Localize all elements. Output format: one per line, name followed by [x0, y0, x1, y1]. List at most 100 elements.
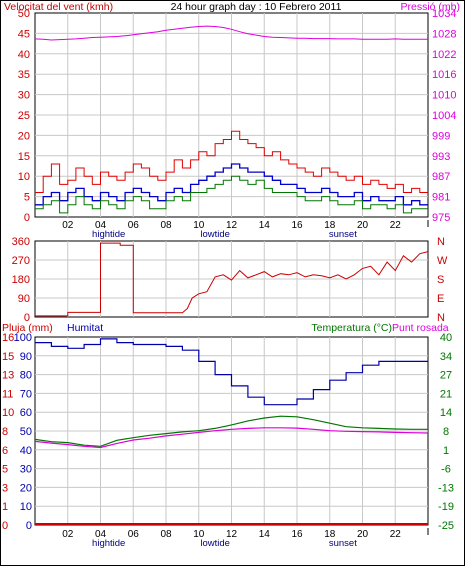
hour-tick-label: 22 [390, 529, 402, 540]
hour-tick-label: 16 [291, 529, 303, 540]
temperature-tick-label: -6 [441, 464, 451, 476]
chart-title: 24 hour graph day : 10 Febrero 2011 [171, 1, 342, 13]
wind-axis-title: Velocitat del vent (kmh) [4, 1, 113, 13]
compass-tick-label: S [437, 274, 444, 286]
hour-tick-label: 22 [390, 220, 402, 231]
rain-tick-label: 11 [2, 388, 13, 400]
humidity-tick-label: 30 [20, 464, 32, 476]
compass-tick-label: N [437, 312, 445, 324]
wind-tick-label: 15 [18, 151, 30, 163]
wind-tick-label: 30 [18, 90, 30, 102]
hour-tick-label: 16 [291, 220, 303, 231]
compass-tick-label: E [437, 293, 444, 305]
temperature-axis-title: Temperatura (°C) [311, 322, 392, 334]
hour-tick-label: 08 [160, 529, 172, 540]
pressure-tick-label: 981 [432, 192, 450, 204]
pressure-tick-label: 1010 [432, 90, 456, 102]
humidity-tick-label: 70 [20, 388, 32, 400]
rain-tick-label: 8 [2, 426, 8, 438]
pressure-tick-label: 993 [432, 151, 450, 163]
humidity-axis-title: Humitat [67, 322, 103, 334]
temperature-tick-label: -25 [438, 520, 454, 532]
direction-tick-label: 0 [24, 312, 30, 324]
humidity-tick-label: 100 [14, 332, 32, 344]
wind-tick-label: 20 [18, 130, 30, 142]
hour-tick-label: 10 [193, 529, 205, 540]
hour-tick-label: 08 [160, 220, 172, 231]
humidity-tick-label: 80 [20, 370, 32, 382]
event-label-lowtide: lowtide [200, 229, 230, 240]
temperature-tick-label: 1 [443, 445, 449, 457]
temperature-tick-label: 21 [440, 388, 452, 400]
pressure-tick-label: 987 [432, 171, 450, 183]
pressure-tick-label: 975 [432, 212, 450, 224]
hour-tick-label: 02 [62, 529, 74, 540]
wind-tick-label: 25 [18, 110, 30, 122]
dewpoint-axis-title: Punt rosada [392, 322, 449, 334]
event-label-sunset: sunset [329, 229, 357, 240]
event-label-hightide: hightide [92, 538, 125, 549]
hour-tick-label: 02 [62, 220, 74, 231]
rain-tick-label: 0 [2, 520, 8, 532]
hour-tick-label: 20 [357, 220, 369, 231]
rain-tick-label: 10 [2, 407, 14, 419]
pressure-tick-label: 1028 [432, 28, 456, 40]
rain-tick-label: 16 [2, 332, 14, 344]
rain-axis-title: Pluja (mm) [2, 322, 53, 334]
wind-tick-label: 10 [18, 171, 30, 183]
pressure-tick-label: 1004 [432, 110, 456, 122]
event-label-sunset: sunset [329, 538, 357, 549]
temperature-tick-label: 14 [440, 407, 452, 419]
humidity-temperature-panel: 01356810111315160102030405060708090100-2… [2, 332, 454, 549]
direction-tick-label: 270 [12, 255, 30, 267]
wind-tick-label: 45 [18, 28, 30, 40]
humidity-tick-label: 40 [20, 445, 32, 457]
direction-tick-label: 360 [12, 236, 30, 248]
hour-tick-label: 14 [259, 529, 271, 540]
event-label-hightide: hightide [92, 229, 125, 240]
wind-tick-label: 50 [18, 8, 30, 20]
hour-tick-label: 04 [95, 220, 107, 231]
pressure-tick-label: 1034 [432, 8, 456, 20]
pressure-axis-title: Pressió (mb) [400, 1, 460, 13]
hour-tick-label: 20 [357, 529, 369, 540]
hour-tick-label: 06 [128, 220, 140, 231]
temperature-tick-label: -13 [438, 482, 454, 494]
hour-tick-label: 12 [226, 220, 238, 231]
series-line-dewpoint [34, 427, 429, 449]
rain-tick-label: 5 [2, 464, 8, 476]
wind-tick-label: 40 [18, 49, 30, 61]
wind-tick-label: 5 [24, 192, 30, 204]
event-label-lowtide: lowtide [200, 538, 230, 549]
temperature-tick-label: 27 [440, 370, 452, 382]
temperature-tick-label: 34 [440, 351, 452, 363]
wind-tick-label: 35 [18, 69, 30, 81]
hour-tick-label: 14 [259, 220, 271, 231]
temperature-tick-label: -19 [438, 501, 454, 513]
rain-tick-label: 13 [2, 370, 14, 382]
humidity-tick-label: 20 [20, 482, 32, 494]
direction-tick-label: 90 [18, 293, 30, 305]
wind-tick-label: 0 [24, 212, 30, 224]
series-line-wind [35, 175, 428, 214]
hour-tick-label: 04 [95, 529, 107, 540]
humidity-tick-label: 90 [20, 351, 32, 363]
rain-tick-label: 15 [2, 351, 14, 363]
temperature-tick-label: 8 [443, 426, 449, 438]
compass-tick-label: W [437, 255, 448, 267]
compass-tick-label: N [437, 236, 445, 248]
direction-tick-label: 180 [12, 274, 30, 286]
wind-pressure-panel: 0510152025303540455097598198799399910041… [18, 8, 457, 240]
pressure-tick-label: 1016 [432, 69, 456, 81]
rain-tick-label: 6 [2, 445, 8, 457]
hour-tick-label: 10 [193, 220, 205, 231]
series-line-temperature [34, 415, 428, 447]
pressure-tick-label: 999 [432, 130, 450, 142]
rain-tick-label: 3 [2, 482, 8, 494]
rain-tick-label: 1 [2, 501, 8, 513]
series-line-direction [35, 242, 429, 317]
hour-tick-label: 18 [324, 529, 336, 540]
